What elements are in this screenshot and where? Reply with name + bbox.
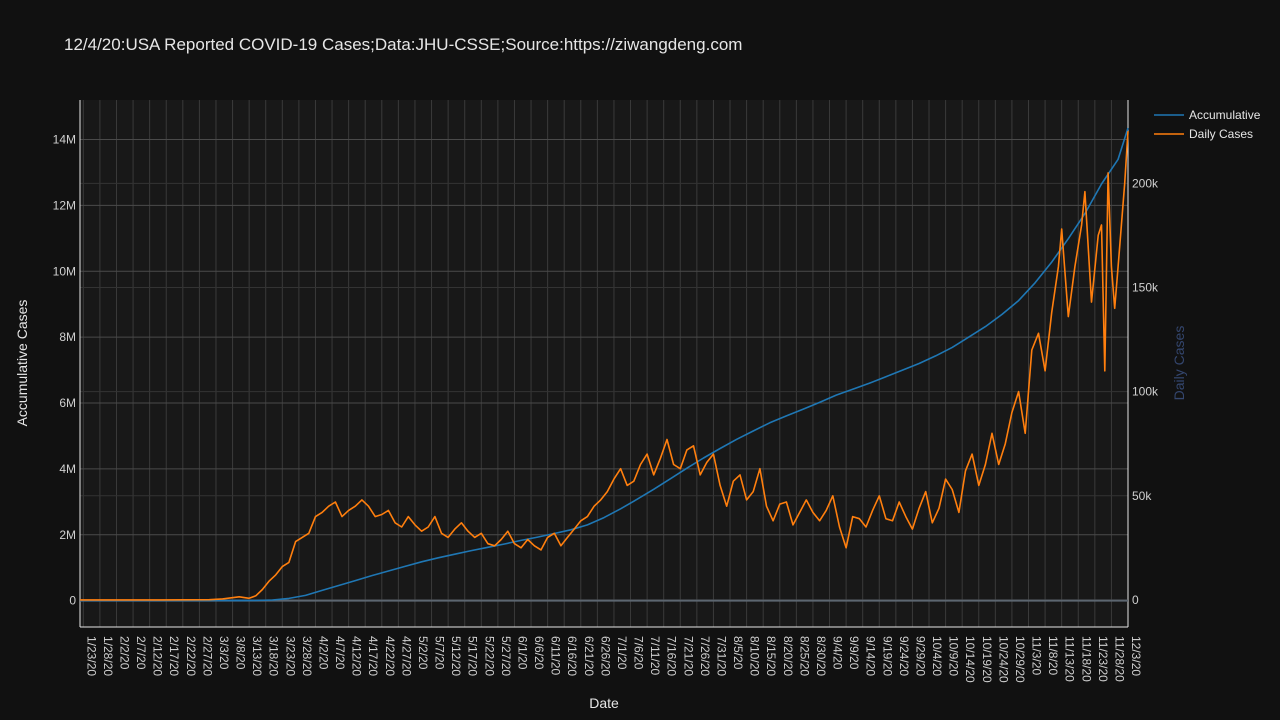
x-tick-label: 7/1/20	[615, 636, 629, 670]
y-left-tick-label: 6M	[59, 396, 76, 410]
gridlines	[80, 100, 1129, 627]
tick-labels: 1/23/20 1/28/20 2/2/20 2/7/20 2/12/20 2/17/20…	[53, 133, 1159, 684]
legend-label: Daily Cases	[1189, 127, 1253, 141]
x-tick-label: 10/29/20	[1013, 636, 1027, 683]
x-tick-label: 9/4/20	[831, 636, 845, 670]
x-tick-label: 11/18/20	[1079, 636, 1093, 682]
x-tick-label: 3/23/20	[283, 636, 297, 676]
x-tick-label: 6/21/20	[582, 636, 596, 676]
x-tick-label: 7/16/20	[665, 636, 679, 676]
series-layer	[80, 127, 1129, 602]
x-tick-label: 11/28/20	[1112, 636, 1126, 682]
x-tick-label: 7/11/20	[648, 636, 662, 675]
x-tick-label: 1/28/20	[101, 636, 115, 676]
x-tick-label: 2/22/20	[184, 636, 198, 676]
y-left-tick-label: 4M	[59, 462, 76, 476]
y-left-tick-label: 12M	[53, 198, 76, 212]
x-tick-label: 7/6/20	[632, 636, 646, 670]
series-line-daily-cases	[80, 131, 1129, 601]
x-tick-label: 9/9/20	[847, 636, 861, 670]
x-tick-label: 3/18/20	[267, 636, 281, 676]
x-tick-label: 9/14/20	[864, 636, 878, 676]
y-left-tick-label: 8M	[59, 330, 76, 344]
x-tick-label: 2/2/20	[117, 636, 131, 670]
y-right-tick-label: 150k	[1132, 280, 1159, 294]
x-tick-label: 6/16/20	[565, 636, 579, 676]
x-tick-label: 3/8/20	[234, 636, 248, 670]
x-tick-label: 10/19/20	[980, 636, 994, 683]
x-tick-label: 9/24/20	[897, 636, 911, 676]
y-right-tick-label: 0	[1132, 593, 1139, 607]
x-tick-label: 5/12/20	[449, 636, 463, 676]
y-right-tick-label: 50k	[1132, 489, 1152, 503]
y-right-tick-label: 200k	[1132, 176, 1159, 190]
y-left-tick-label: 10M	[53, 264, 76, 278]
legend-label: Accumulative	[1189, 108, 1261, 122]
x-tick-label: 4/17/20	[366, 636, 380, 676]
x-tick-label: 11/8/20	[1046, 636, 1060, 675]
x-tick-label: 11/3/20	[1030, 636, 1044, 675]
plot-area	[80, 100, 1128, 627]
x-tick-label: 4/27/20	[399, 636, 413, 676]
series-line-accumulative	[80, 127, 1129, 602]
x-tick-label: 12/3/20	[1129, 636, 1143, 676]
x-tick-label: 8/10/20	[748, 636, 762, 676]
x-tick-label: 10/9/20	[947, 636, 961, 676]
x-tick-label: 8/25/20	[797, 636, 811, 676]
y-left-tick-label: 0	[69, 594, 76, 608]
x-tick-label: 5/17/20	[466, 636, 480, 676]
x-tick-label: 2/12/20	[151, 636, 165, 676]
x-tick-label: 3/28/20	[300, 636, 314, 676]
y-axis-right-title: Daily Cases	[1171, 326, 1187, 401]
x-tick-label: 6/6/20	[532, 636, 546, 670]
x-tick-label: 10/24/20	[996, 636, 1010, 683]
x-tick-label: 9/19/20	[880, 636, 894, 676]
chart-title: 12/4/20:USA Reported COVID-19 Cases;Data…	[64, 35, 742, 54]
x-tick-label: 1/23/20	[84, 636, 98, 676]
x-tick-label: 6/11/20	[549, 636, 563, 675]
x-tick-label: 5/27/20	[499, 636, 513, 676]
x-tick-label: 4/12/20	[350, 636, 364, 676]
y-right-tick-label: 100k	[1132, 385, 1159, 399]
x-tick-label: 4/22/20	[383, 636, 397, 676]
y-axis-left-title: Accumulative Cases	[14, 300, 30, 427]
x-axis-title: Date	[589, 695, 619, 711]
x-tick-label: 3/3/20	[217, 636, 231, 670]
y-left-tick-label: 2M	[59, 528, 76, 542]
x-tick-label: 6/1/20	[515, 636, 529, 670]
legend: Accumulative Daily Cases	[1154, 108, 1261, 141]
x-tick-label: 4/7/20	[333, 636, 347, 670]
y-left-tick-label: 14M	[53, 133, 76, 147]
x-tick-label: 11/13/20	[1063, 636, 1077, 682]
x-tick-label: 2/17/20	[167, 636, 181, 676]
x-tick-label: 5/22/20	[482, 636, 496, 676]
x-tick-label: 9/29/20	[913, 636, 927, 676]
x-tick-label: 8/5/20	[731, 636, 745, 670]
x-tick-label: 7/31/20	[714, 636, 728, 676]
x-tick-label: 2/27/20	[200, 636, 214, 676]
x-tick-label: 8/15/20	[764, 636, 778, 676]
x-tick-label: 5/7/20	[433, 636, 447, 670]
x-tick-label: 7/26/20	[698, 636, 712, 676]
x-tick-label: 11/23/20	[1096, 636, 1110, 682]
x-tick-label: 8/20/20	[781, 636, 795, 676]
x-tick-label: 5/2/20	[416, 636, 430, 670]
x-tick-label: 6/26/20	[598, 636, 612, 676]
x-tick-label: 7/21/20	[681, 636, 695, 676]
x-tick-label: 8/30/20	[814, 636, 828, 676]
x-tick-label: 2/7/20	[134, 636, 148, 670]
x-tick-label: 10/4/20	[930, 636, 944, 676]
x-tick-label: 10/14/20	[963, 636, 977, 683]
x-tick-label: 4/2/20	[316, 636, 330, 670]
x-tick-label: 3/13/20	[250, 636, 264, 676]
